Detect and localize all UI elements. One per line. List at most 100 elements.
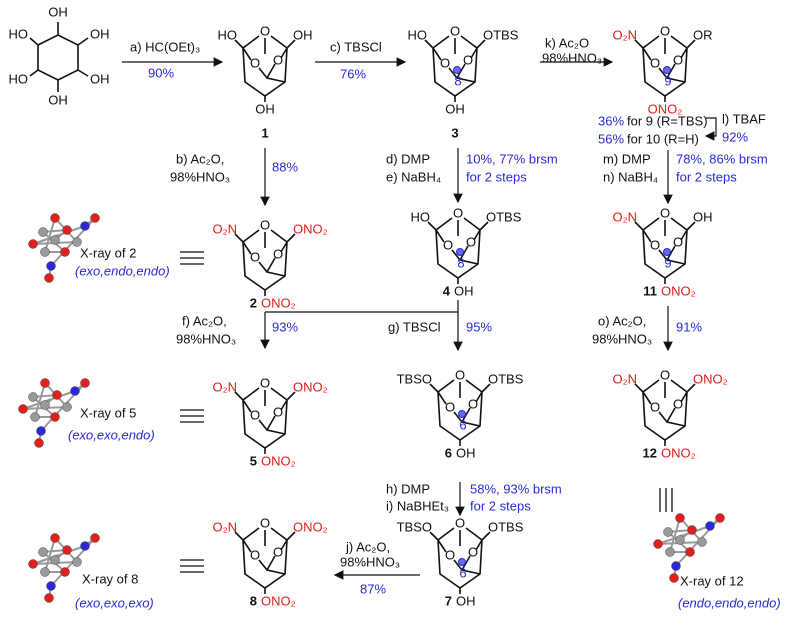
compound-number: 3 bbox=[451, 125, 458, 140]
x-ray-atom bbox=[675, 513, 685, 523]
outcome-yield: 36% bbox=[598, 113, 624, 128]
x-ray-atom bbox=[38, 227, 48, 237]
reagent: 93% bbox=[272, 319, 298, 334]
reagent: a) HC(OEt)₃ bbox=[130, 39, 200, 54]
x-ray-atom bbox=[36, 426, 46, 436]
x-ray-atom bbox=[669, 573, 679, 583]
x-ray-atom bbox=[665, 547, 675, 557]
substituent: OH bbox=[454, 283, 474, 298]
substituent: OH bbox=[90, 26, 110, 41]
x-ray-atom bbox=[80, 221, 90, 231]
x-ray-atom bbox=[46, 261, 56, 271]
substituent: HO bbox=[411, 209, 431, 224]
x-ray-atom bbox=[40, 567, 50, 577]
substituent: OTBS bbox=[488, 371, 524, 386]
x-ray-atom bbox=[28, 392, 38, 402]
substituent: OH bbox=[90, 71, 110, 86]
reagent: 10%, 77% brsm bbox=[466, 151, 558, 166]
reagent: j) Ac₂O, bbox=[345, 539, 390, 554]
substituent: ONO₂ bbox=[693, 371, 728, 386]
reagent: 90% bbox=[148, 65, 174, 80]
substituent: OTBS bbox=[483, 27, 519, 42]
x-ray-atom bbox=[62, 545, 72, 555]
compound-number: 4 bbox=[443, 283, 451, 298]
x-ray-bond bbox=[32, 545, 86, 565]
substituent: HO bbox=[9, 71, 29, 86]
labelled-carbon bbox=[453, 66, 461, 74]
reagent: 78%, 86% brsm bbox=[676, 151, 768, 166]
x-ray-atom bbox=[663, 527, 673, 537]
substituent: ONO₂ bbox=[661, 283, 696, 298]
outcome-text: for 10 (R=H) bbox=[627, 131, 699, 146]
x-ray-bond bbox=[44, 217, 56, 253]
x-ray-atom bbox=[30, 412, 40, 422]
substituent: O₂N bbox=[212, 519, 237, 534]
reagent: 92% bbox=[722, 129, 748, 144]
substituent: O₂N bbox=[212, 221, 237, 236]
substituent: ONO₂ bbox=[293, 519, 328, 534]
x-ray-atom bbox=[62, 402, 72, 412]
x-ray-configuration: (exo,endo,endo) bbox=[75, 263, 170, 278]
x-ray-bond bbox=[657, 525, 711, 545]
substituent: OH bbox=[456, 593, 476, 608]
x-ray-configuration: (exo,exo,exo) bbox=[75, 595, 154, 610]
reagent: b) Ac₂O, bbox=[176, 151, 224, 166]
reagent: for 2 steps bbox=[470, 498, 531, 513]
x-ray-bond bbox=[22, 390, 76, 410]
substituent: OH bbox=[293, 27, 313, 42]
substituent: O₂N bbox=[612, 209, 637, 224]
reagent: m) DMP bbox=[603, 151, 651, 166]
x-ray-atom bbox=[38, 547, 48, 557]
substituent: ONO₂ bbox=[648, 101, 683, 116]
labelled-carbon bbox=[663, 66, 671, 74]
x-ray-atom bbox=[80, 541, 90, 551]
x-ray-atom bbox=[72, 557, 82, 567]
x-ray-configuration: (endo,endo,endo) bbox=[678, 595, 781, 610]
compound-number: 7 bbox=[445, 593, 452, 608]
reagent: 91% bbox=[676, 319, 702, 334]
substituent: OR bbox=[693, 27, 713, 42]
labelled-carbon bbox=[458, 558, 466, 566]
substituent: ONO₂ bbox=[261, 593, 296, 608]
atom-number: 6 bbox=[459, 417, 466, 432]
reagent: g) TBSCl bbox=[388, 319, 441, 334]
x-ray-atom bbox=[50, 533, 60, 543]
reagent: 76% bbox=[340, 66, 366, 81]
substituent: O₂N bbox=[612, 371, 637, 386]
atom-number: 9 bbox=[664, 255, 671, 270]
x-ray-atom bbox=[50, 235, 60, 245]
reagent: 95% bbox=[466, 319, 492, 334]
x-ray-atom bbox=[705, 521, 715, 531]
inositol-ring bbox=[29, 22, 89, 92]
x-ray-atom bbox=[90, 213, 100, 223]
reagent: h) DMP bbox=[386, 481, 430, 496]
x-ray-atom bbox=[60, 567, 70, 577]
atom-number: 8 bbox=[457, 255, 464, 270]
labelled-carbon bbox=[456, 248, 464, 256]
x-ray-atom bbox=[62, 225, 72, 235]
x-ray-atom bbox=[60, 247, 70, 257]
x-ray-atom bbox=[671, 561, 681, 571]
x-ray-atom bbox=[44, 593, 54, 603]
reagent: 98%HNO₃ bbox=[170, 169, 230, 184]
substituent: ONO₂ bbox=[261, 295, 296, 310]
x-ray-atom bbox=[34, 438, 44, 448]
x-ray-atom bbox=[28, 559, 38, 569]
compound-number: 5 bbox=[250, 453, 257, 468]
compound-number: 1 bbox=[261, 125, 268, 140]
x-ray-atom bbox=[28, 239, 38, 249]
substituent: ONO₂ bbox=[261, 453, 296, 468]
substituent: OH bbox=[456, 445, 476, 460]
atom-number: 9 bbox=[664, 73, 671, 88]
atom-number: 8 bbox=[454, 73, 461, 88]
substituent: OH bbox=[255, 101, 275, 116]
x-ray-bond bbox=[32, 225, 86, 245]
compound-number: 2 bbox=[250, 295, 257, 310]
reagent: 87% bbox=[360, 581, 386, 596]
substituent: OTBS bbox=[486, 209, 522, 224]
x-ray-atom bbox=[44, 273, 54, 283]
outcome-text: for 9 (R=TBS) bbox=[627, 113, 708, 128]
reagent: 98%HNO₃ bbox=[542, 50, 602, 65]
reagent: 98%HNO₃ bbox=[340, 554, 400, 569]
